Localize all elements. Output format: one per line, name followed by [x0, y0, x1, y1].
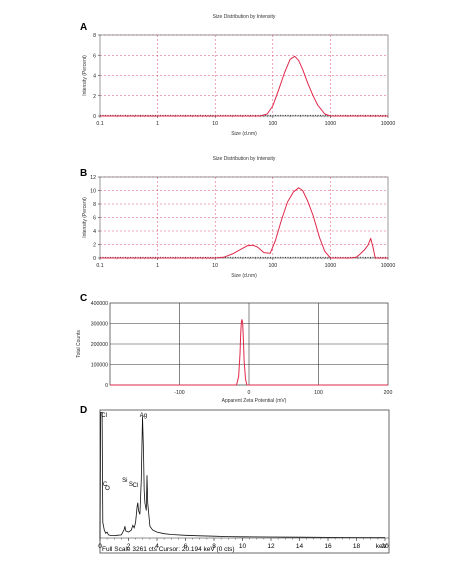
x-tick-label: 8: [212, 543, 216, 550]
peak-label: Ag: [140, 413, 147, 419]
x-tick-label: 0: [248, 390, 251, 396]
x-tick-label: 1000: [325, 263, 337, 269]
panel-c-chart: 0 100000 200000 300000 400000 -100 0 100 200 Appa…: [76, 301, 392, 404]
x-tick-label: 12: [267, 543, 275, 550]
x-axis-label: keV: [376, 543, 388, 550]
y-tick-label: 200000: [91, 342, 108, 348]
x-tick-label: -100: [174, 390, 184, 396]
series-line: [110, 319, 388, 386]
x-tick-label: 100: [268, 121, 277, 127]
x-tick-label: 10000: [381, 121, 396, 127]
y-tick-label: 12: [90, 175, 96, 181]
x-tick-label: 2: [127, 543, 131, 550]
peak-label: C: [103, 482, 108, 488]
x-axis-label: Size (d.nm): [231, 273, 257, 279]
x-tick-label: 1000: [325, 121, 337, 127]
panel-b-chart: Size Distribution by Intensity 0 2 4 6 8 10 12 0…: [82, 156, 395, 279]
peak-label: Cl: [101, 413, 107, 419]
y-axis-label: Total Counts: [76, 330, 82, 358]
x-tick-label: 10: [212, 121, 218, 127]
x-tick-label: 0.1: [96, 121, 103, 127]
y-tick-label: 4: [93, 229, 96, 235]
x-tick-label: 100: [314, 390, 323, 396]
peak-label: S: [129, 482, 133, 488]
y-tick-label: 2: [93, 243, 96, 249]
y-tick-label: 6: [93, 53, 96, 59]
x-tick-label: 10000: [381, 263, 396, 269]
y-tick-label: 0: [105, 383, 108, 389]
y-tick-label: 0: [93, 256, 96, 262]
peak-label: O: [105, 486, 110, 492]
x-tick-label: 1: [156, 263, 159, 269]
x-tick-label: 1: [156, 121, 159, 127]
y-tick-label: 8: [93, 202, 96, 208]
x-tick-label: 18: [353, 543, 361, 550]
panel-label-a: A: [80, 22, 87, 33]
y-tick-label: 6: [93, 216, 96, 222]
x-tick-label: 4: [155, 543, 159, 550]
chart-title: Size Distribution by Intensity: [213, 14, 276, 20]
status-bar-text: Full Scale 3261 cts Cursor: 20.194 keV (…: [102, 546, 235, 553]
y-tick-label: 8: [93, 33, 96, 39]
y-tick-label: 400000: [91, 301, 108, 307]
spectrum-line: [99, 411, 386, 539]
x-tick-label: 6: [184, 543, 188, 550]
panel-label-b: B: [80, 168, 87, 179]
peak-label: Cl: [132, 483, 138, 489]
x-tick-label: 14: [296, 543, 304, 550]
x-tick-label: 0: [98, 543, 102, 550]
x-axis-label: Apparent Zeta Potential (mV): [222, 398, 287, 404]
y-tick-label: 2: [93, 94, 96, 100]
y-axis-label: Intensity (Percent): [82, 55, 88, 96]
x-tick-label: 100: [268, 263, 277, 269]
peak-label: Si: [122, 478, 127, 484]
y-tick-label: 100000: [91, 363, 108, 369]
y-axis-label: Intensity (Percent): [82, 197, 88, 238]
x-tick-label: 20: [381, 543, 389, 550]
series-line: [100, 55, 388, 117]
x-tick-label: 16: [324, 543, 332, 550]
y-tick-label: 4: [93, 74, 96, 80]
x-tick-label: 10: [239, 543, 247, 550]
x-tick-label: 10: [212, 263, 218, 269]
panel-label-c: C: [80, 293, 87, 304]
plot-frame: [99, 409, 390, 554]
x-tick-label: 200: [384, 390, 393, 396]
x-axis-label: Size (d.nm): [231, 131, 257, 137]
x-tick-label: 0.1: [96, 263, 103, 269]
y-tick-label: 10: [90, 189, 96, 195]
plot-frame: [99, 176, 389, 259]
chart-title: Size Distribution by Intensity: [213, 156, 276, 162]
y-tick-label: 300000: [91, 322, 108, 328]
y-tick-label: 0: [93, 114, 96, 120]
panel-a-chart: Size Distribution by Intensity 0 2 4 6 8 0.1 1 1…: [82, 14, 395, 137]
series-line: [100, 187, 388, 259]
panel-label-d: D: [80, 405, 87, 416]
